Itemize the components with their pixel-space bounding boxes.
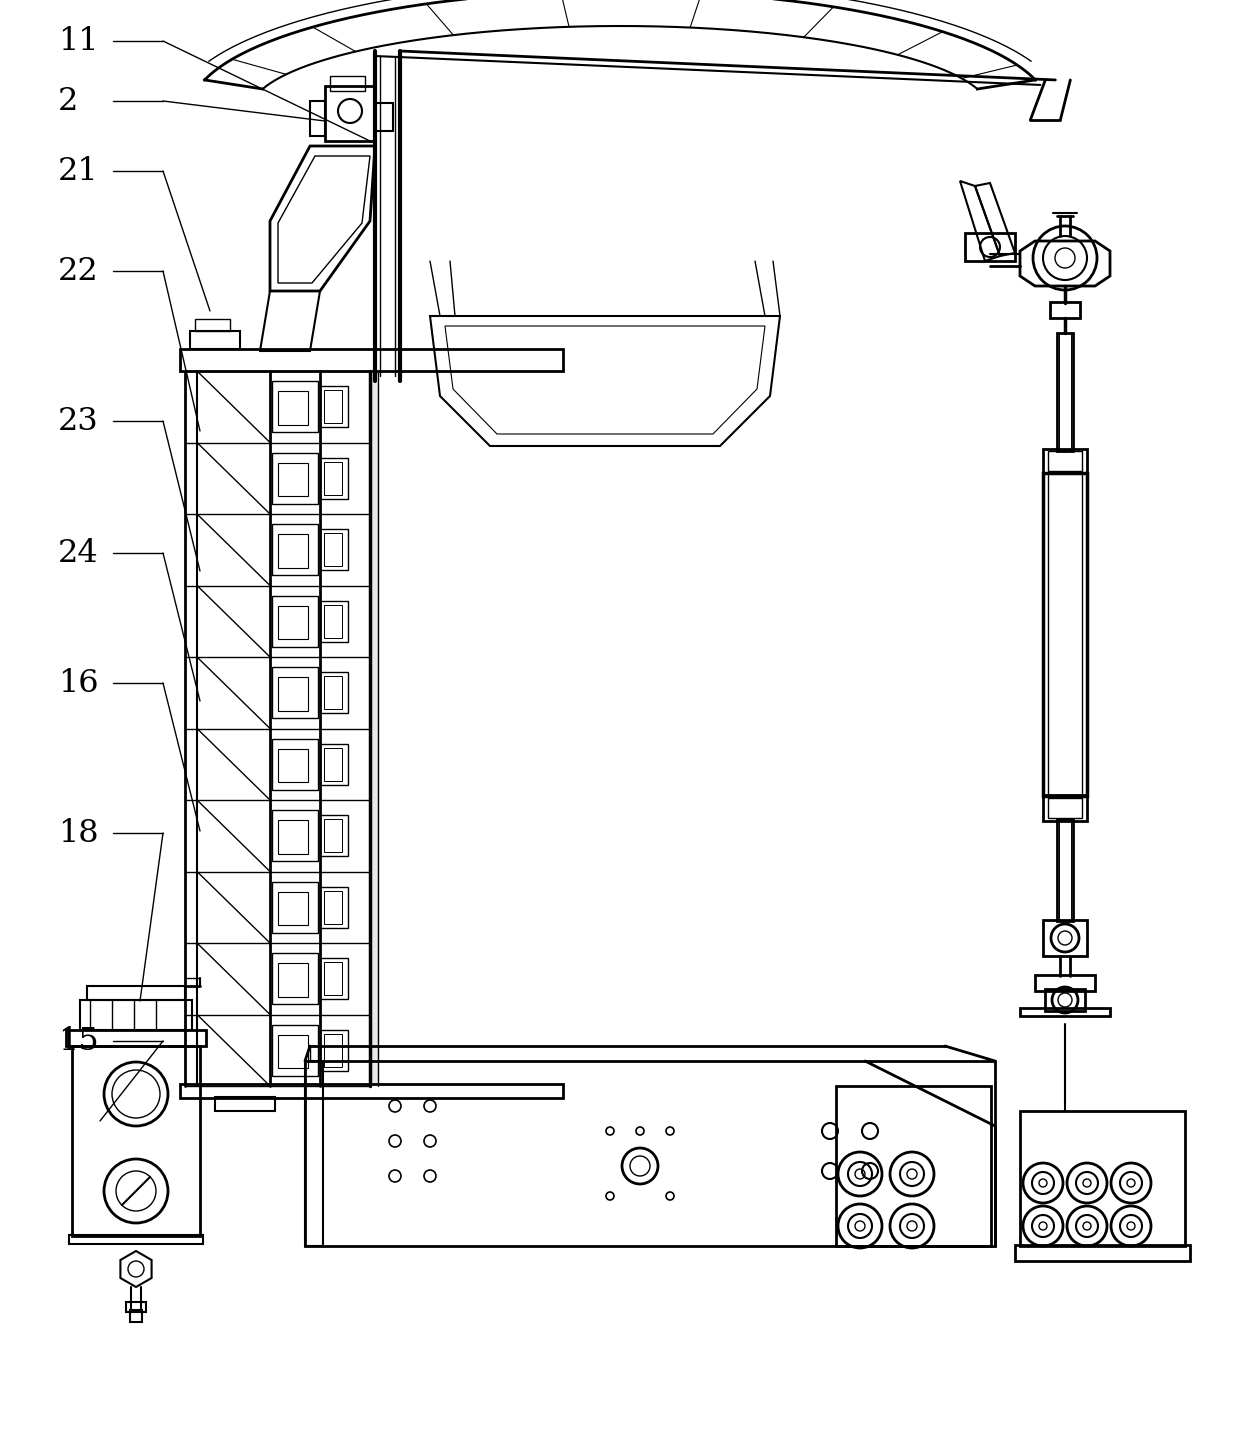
Bar (278, 391, 308, 425)
Bar (190, 331, 241, 349)
Text: 23: 23 (58, 405, 99, 436)
Bar (324, 677, 342, 710)
Bar (1048, 451, 1083, 471)
Bar (278, 677, 308, 711)
Bar (324, 391, 342, 424)
Bar (320, 887, 348, 927)
Bar (66, 1030, 206, 1046)
Text: 15: 15 (58, 1026, 99, 1056)
Bar (965, 233, 1016, 260)
Bar (278, 462, 308, 497)
Bar (87, 986, 185, 1000)
Bar (278, 748, 308, 783)
Text: 2: 2 (58, 86, 78, 116)
Bar (1043, 920, 1087, 956)
Bar (278, 892, 308, 926)
Bar (1016, 1245, 1190, 1261)
Text: 18: 18 (58, 817, 99, 849)
Bar (1056, 819, 1073, 922)
Bar (180, 1085, 563, 1098)
Bar (1050, 302, 1080, 318)
Bar (278, 820, 308, 854)
Bar (1056, 333, 1073, 451)
Bar (126, 1302, 146, 1312)
Bar (370, 371, 378, 1086)
Bar (324, 605, 342, 638)
Bar (1045, 989, 1085, 1010)
Bar (324, 534, 342, 567)
Bar (1043, 449, 1087, 474)
Bar (272, 738, 317, 790)
Bar (195, 319, 229, 331)
Bar (1043, 796, 1087, 821)
Bar (324, 1033, 342, 1066)
Bar (836, 1086, 991, 1246)
Bar (374, 103, 393, 132)
Bar (81, 1000, 192, 1030)
Bar (330, 76, 365, 92)
Bar (272, 810, 317, 861)
Bar (1048, 798, 1083, 819)
Bar (320, 744, 348, 784)
Bar (72, 1046, 200, 1236)
Bar (215, 1098, 275, 1110)
Bar (324, 820, 342, 853)
Text: 24: 24 (58, 538, 99, 568)
Bar (320, 458, 348, 499)
Bar (180, 349, 563, 371)
Bar (320, 816, 348, 856)
Bar (320, 601, 348, 643)
Bar (320, 529, 348, 571)
Bar (1021, 1007, 1110, 1016)
Bar (69, 1235, 203, 1244)
Text: 11: 11 (58, 26, 98, 56)
Bar (272, 595, 317, 647)
Text: 16: 16 (58, 667, 99, 698)
Bar (1021, 1110, 1185, 1246)
Bar (324, 962, 342, 995)
Bar (305, 1060, 322, 1246)
Bar (320, 1030, 348, 1070)
Bar (278, 963, 308, 997)
Bar (272, 381, 317, 432)
Bar (320, 386, 348, 428)
Text: 21: 21 (58, 156, 99, 186)
Bar (1043, 474, 1087, 796)
Bar (305, 1060, 994, 1246)
Bar (1035, 975, 1095, 992)
Bar (310, 102, 325, 136)
Bar (272, 881, 317, 933)
Bar (324, 462, 342, 495)
Bar (272, 953, 317, 1005)
Bar (325, 86, 374, 142)
Bar (272, 1025, 317, 1076)
Text: 22: 22 (58, 256, 99, 286)
Bar (324, 890, 342, 924)
Bar (272, 524, 317, 575)
Bar (320, 673, 348, 713)
Bar (278, 1035, 308, 1069)
Bar (272, 452, 317, 504)
Bar (320, 959, 348, 999)
Bar (272, 667, 317, 718)
Bar (278, 605, 308, 640)
Bar (130, 1309, 143, 1322)
Bar (324, 748, 342, 781)
Bar (278, 534, 308, 568)
